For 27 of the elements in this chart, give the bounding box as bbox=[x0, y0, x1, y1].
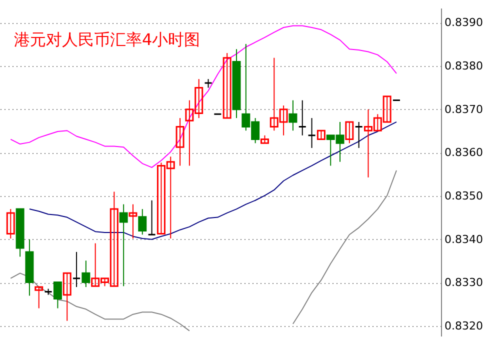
y-tick-label: 0.8340 bbox=[444, 232, 483, 246]
candlestick bbox=[34, 286, 44, 309]
candlestick bbox=[138, 208, 147, 236]
candlestick bbox=[128, 204, 138, 240]
candlestick bbox=[53, 282, 62, 309]
candlestick bbox=[62, 272, 72, 322]
y-tick-label: 0.8370 bbox=[444, 102, 483, 116]
candlestick bbox=[6, 208, 15, 240]
candlestick bbox=[222, 52, 232, 119]
candlestick bbox=[72, 251, 81, 288]
y-tick-label: 0.8350 bbox=[444, 190, 483, 203]
candlestick bbox=[288, 100, 298, 132]
candlestick bbox=[119, 204, 128, 287]
y-tick-label: 0.8360 bbox=[444, 146, 483, 160]
candlestick bbox=[354, 121, 364, 148]
candlestick bbox=[345, 121, 354, 144]
line-series bbox=[10, 25, 397, 168]
y-tick-label: 0.8330 bbox=[444, 276, 483, 290]
y-tick-label: 0.8380 bbox=[444, 60, 483, 73]
y-tick-label: 0.8390 bbox=[444, 16, 483, 30]
y-tick-label: 0.8320 bbox=[444, 320, 483, 333]
candlestick bbox=[82, 260, 90, 288]
candlestick bbox=[148, 200, 156, 236]
text: 港元对人民币汇率4小时图 bbox=[14, 30, 200, 49]
candlestick bbox=[176, 118, 184, 166]
candlestick bbox=[308, 118, 316, 148]
candlestick bbox=[298, 100, 307, 136]
